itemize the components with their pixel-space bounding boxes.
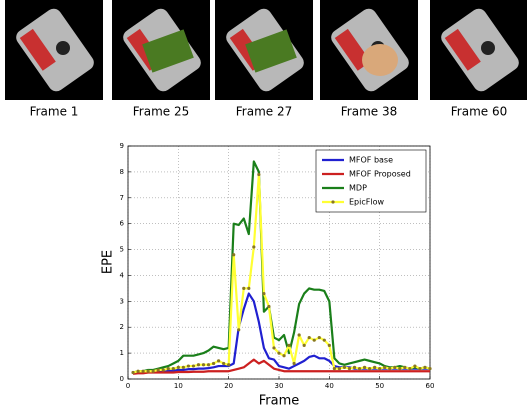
series-marker: [142, 370, 145, 373]
series-marker: [363, 366, 366, 369]
series-marker: [232, 253, 235, 256]
figure: Frame EPE Frame 1 Frame 25 Frame 27 Frame 3…: [0, 0, 527, 410]
series-marker: [172, 367, 175, 370]
series-marker: [328, 344, 331, 347]
series-marker: [252, 245, 255, 248]
series-marker: [247, 287, 250, 290]
series-marker: [318, 336, 321, 339]
y-tick-label: 5: [120, 246, 124, 254]
series-marker: [177, 366, 180, 369]
y-tick-label: 3: [120, 297, 124, 305]
series-marker: [262, 292, 265, 295]
series-marker: [212, 362, 215, 365]
series-marker: [272, 346, 275, 349]
series-marker: [147, 370, 150, 373]
series-marker: [418, 367, 421, 370]
legend-label: EpicFlow: [349, 198, 384, 207]
series-marker: [383, 366, 386, 369]
series-marker: [338, 367, 341, 370]
series-marker: [388, 367, 391, 370]
series-marker: [368, 367, 371, 370]
y-axis-label: EPE: [101, 250, 116, 274]
x-tick-label: 50: [375, 382, 384, 390]
series-marker: [257, 173, 260, 176]
series-marker: [182, 366, 185, 369]
series-marker: [308, 336, 311, 339]
frame-object-dot: [56, 41, 70, 55]
frame-caption: Frame 25: [133, 105, 189, 119]
series-marker: [413, 364, 416, 367]
series-marker: [393, 366, 396, 369]
series-marker: [277, 352, 280, 355]
series-marker: [242, 287, 245, 290]
series-marker: [207, 363, 210, 366]
y-tick-label: 8: [120, 168, 124, 176]
series-marker: [187, 364, 190, 367]
legend-marker: [331, 200, 334, 203]
series-marker: [131, 371, 134, 374]
series-marker: [348, 367, 351, 370]
series-marker: [162, 368, 165, 371]
series-marker: [282, 354, 285, 357]
frame-caption: Frame 60: [451, 105, 507, 119]
series-marker: [202, 363, 205, 366]
series-marker: [303, 344, 306, 347]
y-tick-label: 9: [120, 142, 124, 150]
series-marker: [197, 363, 200, 366]
y-tick-label: 1: [120, 349, 124, 357]
frame-caption: Frame 27: [236, 105, 292, 119]
series-marker: [378, 367, 381, 370]
x-tick-label: 0: [126, 382, 130, 390]
series-marker: [287, 344, 290, 347]
x-tick-label: 60: [426, 382, 435, 390]
x-tick-label: 30: [275, 382, 284, 390]
series-marker: [358, 367, 361, 370]
y-tick-label: 2: [120, 323, 124, 331]
series-marker: [403, 366, 406, 369]
frame-caption: Frame 1: [30, 105, 79, 119]
series-marker: [237, 328, 240, 331]
series-marker: [313, 339, 316, 342]
series-marker: [192, 364, 195, 367]
series-marker: [373, 366, 376, 369]
series-marker: [267, 305, 270, 308]
y-tick-label: 7: [120, 194, 124, 202]
series-marker: [227, 363, 230, 366]
series-marker: [428, 367, 431, 370]
series-marker: [398, 367, 401, 370]
y-tick-label: 6: [120, 220, 125, 228]
y-tick-label: 0: [120, 375, 124, 383]
series-marker: [167, 367, 170, 370]
series-marker: [408, 367, 411, 370]
series-marker: [152, 370, 155, 373]
series-marker: [353, 366, 356, 369]
x-axis-label: Frame: [259, 394, 300, 409]
legend-label: MFOF Proposed: [349, 170, 411, 179]
series-marker: [136, 370, 139, 373]
x-tick-label: 20: [224, 382, 233, 390]
occluder: [362, 44, 398, 76]
series-marker: [323, 339, 326, 342]
legend-label: MFOF base: [349, 156, 393, 165]
series-marker: [217, 359, 220, 362]
frame-object-dot: [481, 41, 495, 55]
series-marker: [343, 366, 346, 369]
series-marker: [298, 333, 301, 336]
x-tick-label: 10: [174, 382, 183, 390]
series-marker: [333, 367, 336, 370]
frame-caption: Frame 38: [341, 105, 397, 119]
series-marker: [222, 362, 225, 365]
legend-label: MDP: [349, 184, 367, 193]
y-tick-label: 4: [120, 271, 125, 279]
x-tick-label: 40: [325, 382, 334, 390]
series-marker: [157, 368, 160, 371]
series-marker: [423, 366, 426, 369]
series-marker: [293, 362, 296, 365]
